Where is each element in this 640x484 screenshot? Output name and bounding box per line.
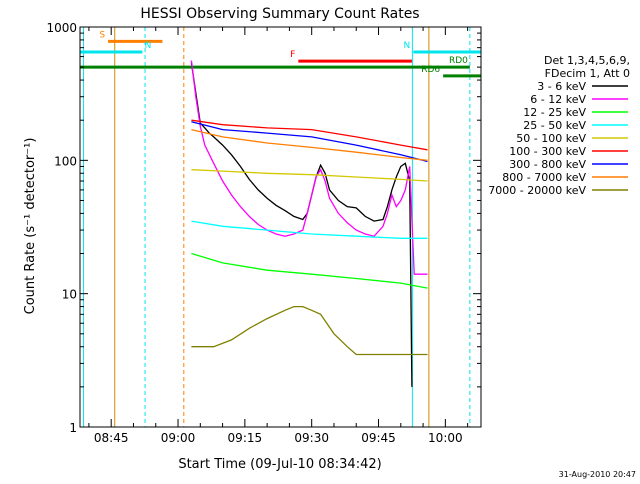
legend-label-2: 12 - 25 keV <box>523 106 586 119</box>
plot-area: S N N F RD0 RD6 <box>80 27 481 427</box>
x-tick-label-2: 09:15 <box>228 431 263 445</box>
series-line-2 <box>191 252 428 289</box>
plot-frame <box>79 26 482 428</box>
x-tick-label-4: 09:45 <box>361 431 396 445</box>
flag-label-3: F <box>290 50 295 60</box>
flag-label-5: RD6 <box>421 65 440 75</box>
axes: 08:45 09:00 09:15 09:30 09:45 10:00 1 10 100 1000 <box>46 21 481 445</box>
legend-label-4: 50 - 100 keV <box>516 132 586 145</box>
footer-timestamp: 31-Aug-2010 20:47 <box>559 470 636 479</box>
legend-label-7: 800 - 7000 keV <box>502 171 586 184</box>
legend-header-line-2: FDecim 1, Att 0 <box>545 67 630 80</box>
x-tick-label-3: 09:30 <box>294 431 329 445</box>
flag-label-0: S <box>99 30 105 40</box>
legend-label-3: 25 - 50 keV <box>523 119 586 132</box>
flag-label-4: RD0 <box>449 56 468 66</box>
y-tick-label-1: 10 <box>62 288 77 302</box>
legend-label-5: 100 - 300 keV <box>509 145 586 158</box>
legend-header-line-1: Det 1,3,4,5,6,9, <box>544 54 630 67</box>
series-line-8 <box>191 305 428 356</box>
legend-label-8: 7000 - 20000 keV <box>488 184 586 197</box>
series-line-7 <box>191 128 428 161</box>
series-line-5 <box>191 119 428 151</box>
chart-title: HESSI Observing Summary Count Rates <box>140 6 419 22</box>
x-tick-label-1: 09:00 <box>161 431 196 445</box>
y-tick-label-0: 1 <box>69 421 77 435</box>
series-line-3 <box>191 220 428 239</box>
legend-label-1: 6 - 12 keV <box>530 93 586 106</box>
y-tick-label-2: 100 <box>54 154 77 168</box>
flag-label-2: N <box>404 41 411 51</box>
x-tick-label-5: 10:00 <box>428 431 463 445</box>
series-line-1 <box>190 60 428 275</box>
y-tick-label-3: 1000 <box>46 21 77 35</box>
y-axis-label: Count Rate (s⁻¹ detector⁻¹) <box>23 138 38 315</box>
legend-label-0: 3 - 6 keV <box>537 80 586 93</box>
series-line-4 <box>191 169 428 182</box>
legend-label-6: 300 - 800 keV <box>509 158 586 171</box>
x-tick-label-0: 08:45 <box>94 431 129 445</box>
flag-label-1: N <box>145 41 152 51</box>
series-line-6 <box>191 121 428 163</box>
x-axis-label: Start Time (09-Jul-10 08:34:42) <box>178 457 381 472</box>
